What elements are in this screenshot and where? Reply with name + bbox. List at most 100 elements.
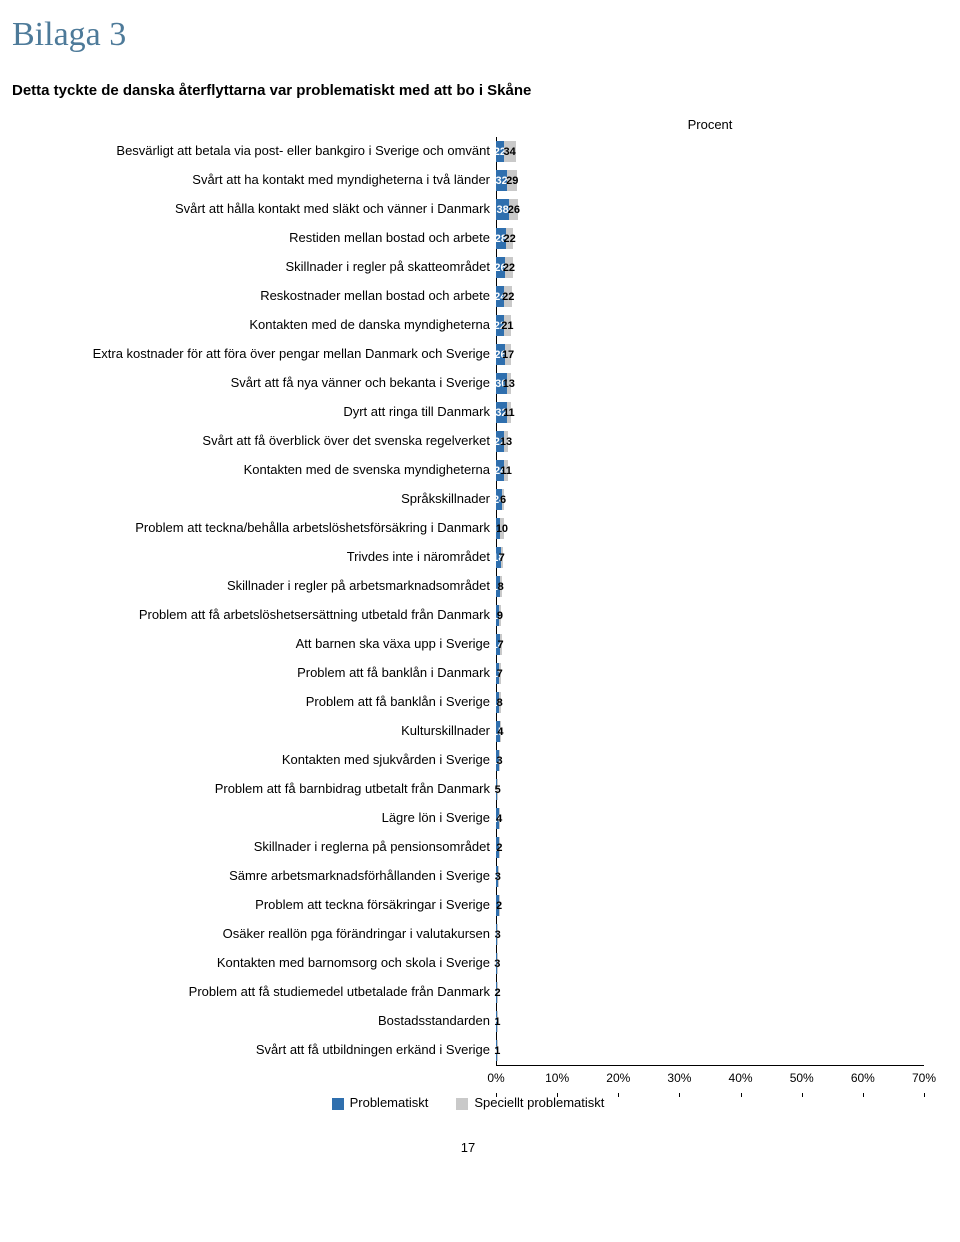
bar-row: Svårt att ha kontakt med myndigheterna i… [12, 166, 924, 195]
bar-seg-speciellt: 2 [499, 895, 500, 916]
bar-seg-speciellt: 7 [500, 634, 502, 655]
bar-plot: 108 [496, 688, 924, 717]
unit-label: Procent [688, 117, 733, 132]
bar-label: Sämre arbetsmarknadsförhållanden i Sveri… [12, 869, 496, 883]
bar-row: Problem att få studiemedel utbetalade fr… [12, 978, 924, 1007]
bar-label: Problem att teckna/behålla arbetslöshets… [12, 521, 496, 535]
bar-label: Svårt att hålla kontakt med släkt och vä… [12, 202, 496, 216]
x-axis: 0%10%20%30%40%50%60%70% [496, 1065, 924, 1093]
bar-row: Bostadsstandarden81 [12, 1007, 924, 1036]
legend-swatch-2 [456, 1098, 468, 1110]
bar-row: Kontakten med de svenska myndigheterna24… [12, 456, 924, 485]
page-title: Bilaga 3 [12, 16, 924, 54]
bar-seg-speciellt: 8 [500, 576, 502, 597]
bar-row: Svårt att få nya vänner och bekanta i Sv… [12, 369, 924, 398]
bar-plot: 123 [496, 746, 924, 775]
bar-label: Språkskillnader [12, 492, 496, 506]
bar-plot: 3229 [496, 166, 924, 195]
bar-row: Problem att få banklån i Sverige108 [12, 688, 924, 717]
bar-plot: 2411 [496, 456, 924, 485]
bar-row: Sämre arbetsmarknadsförhållanden i Sveri… [12, 862, 924, 891]
bar-plot: 187 [496, 543, 924, 572]
bar-label: Restiden mellan bostad och arbete [12, 231, 496, 245]
bar-seg-speciellt: 22 [504, 286, 512, 307]
bar-label: Trivdes inte i närområdet [12, 550, 496, 564]
bar-row: Problem att teckna försäkringar i Sverig… [12, 891, 924, 920]
bar-label: Lägre lön i Sverige [12, 811, 496, 825]
bar-plot: 75 [496, 775, 924, 804]
bar-plot: 71 [496, 1036, 924, 1065]
bar-label: Problem att teckna försäkringar i Sverig… [12, 898, 496, 912]
x-tick-label: 60% [851, 1071, 875, 1085]
bar-seg-speciellt: 3 [499, 750, 500, 771]
bar-plot: 81 [496, 1007, 924, 1036]
bar-label: Problem att få studiemedel utbetalade fr… [12, 985, 496, 999]
x-tick-label: 20% [606, 1071, 630, 1085]
bar-label: Kulturskillnader [12, 724, 496, 738]
bar-row: Svårt att få överblick över det svenska … [12, 427, 924, 456]
page-number: 17 [12, 1140, 924, 1155]
bar-seg-speciellt: 26 [509, 199, 518, 220]
bar-label: Reskostnader mellan bostad och arbete [12, 289, 496, 303]
bar-seg-speciellt: 4 [499, 808, 500, 829]
bar-plot: 154 [496, 717, 924, 746]
x-tick-label: 10% [545, 1071, 569, 1085]
bar-seg-speciellt: 5 [497, 779, 498, 800]
bar-label: Problem att få banklån i Sverige [12, 695, 496, 709]
bar-label: Att barnen ska växa upp i Sverige [12, 637, 496, 651]
bar-row: Problem att få barnbidrag utbetalt från … [12, 775, 924, 804]
bar-seg-speciellt: 13 [504, 431, 509, 452]
bar-row: Problem att få banklån i Danmark117 [12, 659, 924, 688]
bar-seg-speciellt: 3 [497, 924, 498, 945]
x-tick-label: 0% [487, 1071, 504, 1085]
bar-seg-speciellt: 21 [504, 315, 511, 336]
bar-seg-speciellt: 3 [498, 866, 499, 887]
bar-label: Svårt att få nya vänner och bekanta i Sv… [12, 376, 496, 390]
bar-plot: 3826 [496, 195, 924, 224]
bar-seg-speciellt: 22 [505, 257, 513, 278]
x-tick-label: 30% [667, 1071, 691, 1085]
bar-seg-speciellt: 4 [500, 721, 501, 742]
bar-seg-speciellt: 29 [507, 170, 517, 191]
bar-label: Bostadsstandarden [12, 1014, 496, 1028]
legend-item-2: Speciellt problematiskt [456, 1095, 604, 1110]
bar-label: Kontakten med de danska myndigheterna [12, 318, 496, 332]
bar-plot: 82 [496, 978, 924, 1007]
bar-plot: 117 [496, 659, 924, 688]
bar-label: Svårt att få överblick över det svenska … [12, 434, 496, 448]
bar-seg-speciellt: 2 [499, 837, 500, 858]
bar-seg-speciellt: 22 [506, 228, 514, 249]
bar-row: Skillnader i regler på skatteområdet2622 [12, 253, 924, 282]
bar-label: Kontakten med sjukvården i Sverige [12, 753, 496, 767]
bar-plot: 3211 [496, 398, 924, 427]
bar-plot: 122 [496, 833, 924, 862]
bar-seg-speciellt: 11 [507, 402, 511, 423]
bar-plot: 246 [496, 485, 924, 514]
bar-row: Kulturskillnader154 [12, 717, 924, 746]
bar-label: Svårt att få utbildningen erkänd i Sveri… [12, 1043, 496, 1057]
bar-plot: 119 [496, 601, 924, 630]
bar-row: Skillnader i regler på arbetsmarknadsomr… [12, 572, 924, 601]
bar-row: Reskostnader mellan bostad och arbete242… [12, 282, 924, 311]
bar-seg-speciellt: 6 [502, 489, 504, 510]
x-tick-label: 70% [912, 1071, 936, 1085]
bar-plot: 2221 [496, 311, 924, 340]
bar-seg-speciellt: 13 [507, 373, 512, 394]
bar-row: Problem att få arbetslöshetsersättning u… [12, 601, 924, 630]
bar-row: Svårt att få utbildningen erkänd i Sveri… [12, 1036, 924, 1065]
bar-row: Dyrt att ringa till Danmark3211 [12, 398, 924, 427]
x-tick-label: 50% [790, 1071, 814, 1085]
bar-label: Svårt att ha kontakt med myndigheterna i… [12, 173, 496, 187]
bar-row: Svårt att hålla kontakt med släkt och vä… [12, 195, 924, 224]
bar-seg-speciellt: 3 [497, 953, 498, 974]
page: Bilaga 3 Detta tyckte de danska återflyt… [0, 0, 960, 1179]
legend-item-1: Problematiskt [332, 1095, 429, 1110]
chart-subtitle: Detta tyckte de danska återflyttarna var… [12, 82, 924, 99]
bar-plot: 104 [496, 804, 924, 833]
bar-label: Besvärligt att betala via post- eller ba… [12, 144, 496, 158]
bar-label: Dyrt att ringa till Danmark [12, 405, 496, 419]
bar-seg-speciellt: 7 [499, 663, 501, 684]
bar-plot: 2213 [496, 427, 924, 456]
bar-row: Restiden mellan bostad och arbete2822 [12, 224, 924, 253]
bar-label: Problem att få banklån i Danmark [12, 666, 496, 680]
